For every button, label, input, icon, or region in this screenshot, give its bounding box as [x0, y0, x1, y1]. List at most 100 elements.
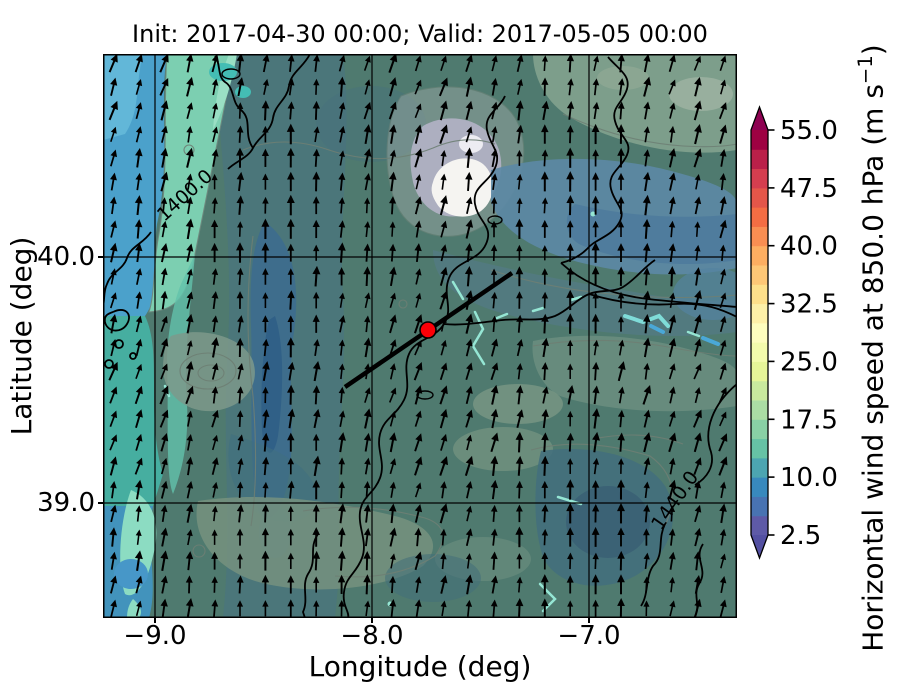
wind-arrow: [211, 409, 219, 428]
colorbar-segment: [751, 361, 768, 382]
wind-arrow: [669, 292, 676, 308]
wind-arrow: [540, 171, 549, 192]
wind-arrow: [160, 363, 168, 380]
wind-arrow: [516, 78, 524, 95]
wind-arrow: [668, 363, 676, 380]
wind-arrow: [490, 244, 498, 261]
wind-arrow: [567, 410, 574, 427]
wind-arrow: [160, 100, 169, 121]
wind-arrow: [490, 362, 499, 381]
wind-arrow: [592, 78, 600, 96]
wind-arrow: [515, 218, 524, 239]
wind-arrow: [643, 504, 651, 523]
wind-arrow: [464, 147, 473, 168]
wind-arrow: [617, 291, 625, 309]
wind-arrow: [490, 432, 499, 453]
wind-arrow: [490, 338, 499, 357]
wind-arrow: [236, 267, 244, 286]
wind-arrow: [515, 100, 524, 121]
wind-arrow: [669, 102, 676, 119]
wind-arrow: [490, 575, 499, 594]
wind-arrow: [185, 313, 194, 334]
colorbar-segment: [751, 168, 768, 189]
wind-arrow: [668, 505, 676, 522]
wind-arrow: [693, 148, 702, 168]
wind-arrow: [643, 337, 651, 358]
wind-arrow: [186, 102, 194, 119]
x-tickmark: [588, 618, 590, 623]
wind-arrow: [515, 431, 524, 453]
wind-arrow: [667, 266, 676, 287]
wind-arrow: [312, 360, 321, 382]
wind-arrow: [135, 338, 143, 357]
wind-arrow: [465, 243, 473, 263]
wind-arrow: [339, 292, 345, 308]
wind-arrow: [439, 362, 448, 381]
wind-arrow: [135, 78, 143, 95]
wind-arrow: [186, 434, 193, 451]
wind-arrow: [414, 148, 423, 168]
wind-arrow: [439, 408, 448, 429]
wind-arrow: [516, 124, 524, 144]
wind-arrow: [211, 54, 219, 73]
wind-arrow: [439, 124, 448, 144]
wind-arrow: [542, 386, 549, 404]
wind-arrow: [541, 245, 548, 261]
wind-arrow: [541, 455, 549, 476]
wind-arrow: [668, 79, 676, 95]
wind-arrow: [566, 125, 574, 144]
wind-arrow: [286, 337, 295, 358]
wind-arrow: [414, 124, 423, 144]
wind-arrow: [414, 79, 422, 95]
wind-arrow: [388, 171, 397, 192]
wind-arrow: [236, 481, 244, 498]
wind-arrow: [262, 409, 270, 428]
wind-arrow: [591, 574, 600, 595]
wind-arrow: [211, 386, 219, 404]
wind-arrow: [464, 266, 473, 287]
wind-arrow: [439, 290, 448, 310]
wind-arrow: [617, 409, 625, 428]
wind-arrow: [338, 363, 345, 380]
wind-arrow: [440, 149, 447, 166]
wind-arrow: [414, 456, 423, 476]
wind-arrow: [719, 528, 727, 546]
wind-arrow: [110, 220, 117, 238]
wind-arrow: [160, 550, 169, 571]
wind-arrow: [592, 292, 599, 309]
wind-arrow: [694, 504, 702, 523]
wind-arrow: [566, 289, 575, 311]
wind-arrow: [566, 384, 575, 405]
wind-arrow: [135, 505, 142, 522]
wind-arrow: [719, 411, 727, 427]
wind-arrow: [236, 410, 244, 427]
wind-arrow: [414, 503, 423, 523]
wind-arrow: [364, 79, 371, 95]
wind-arrow: [413, 314, 423, 334]
wind-arrow: [210, 242, 219, 263]
wind-arrow: [719, 172, 727, 191]
wind-arrow: [287, 575, 295, 594]
wind-arrow: [515, 526, 524, 548]
wind-arrow: [719, 196, 727, 215]
wind-arrow: [261, 148, 269, 167]
wind-arrow: [287, 528, 295, 546]
wind-arrow: [491, 77, 498, 96]
wind-arrow: [389, 196, 397, 215]
colorbar-segment: [751, 284, 768, 305]
wind-arrow: [237, 363, 244, 380]
wind-arrow: [159, 385, 169, 405]
field-region: [566, 204, 737, 265]
wind-arrow: [236, 337, 244, 357]
wind-arrow: [617, 479, 625, 500]
wind-arrow: [669, 386, 676, 404]
grid-lines: [103, 54, 737, 618]
wind-arrow: [694, 598, 702, 618]
wind-arrow: [643, 362, 650, 380]
wind-arrow: [618, 386, 625, 404]
wind-arrow: [313, 126, 320, 143]
colorbar-segment: [751, 303, 768, 324]
wind-arrow: [338, 410, 346, 427]
wind-arrow: [541, 432, 549, 452]
